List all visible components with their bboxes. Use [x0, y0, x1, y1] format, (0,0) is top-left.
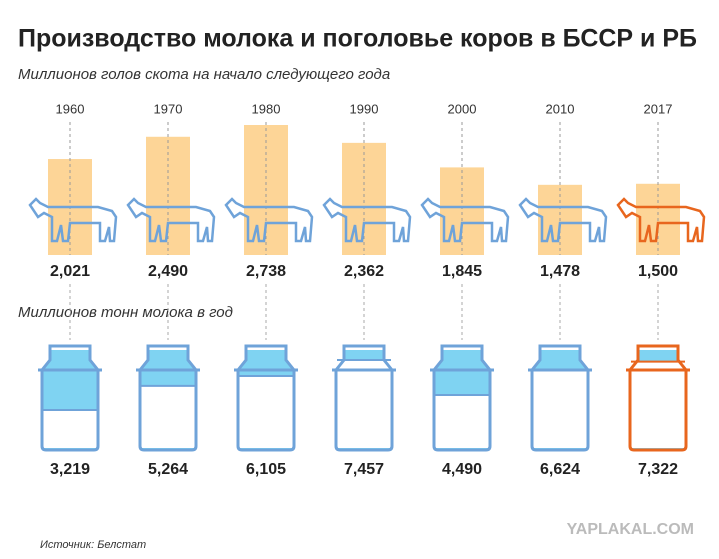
milk-level — [239, 375, 293, 448]
value-label: 2,738 — [246, 263, 286, 280]
cow-icon — [616, 197, 706, 243]
value-label: 1,500 — [638, 263, 678, 280]
cow-icon — [420, 197, 510, 243]
cow-icon — [322, 197, 412, 243]
milk-level — [43, 410, 97, 448]
year-label: 2017 — [644, 101, 673, 116]
value-label: 2,362 — [344, 263, 384, 280]
jar-outline — [432, 344, 492, 452]
source: Источник: Белстат — [40, 539, 146, 551]
value-label: 6,105 — [246, 461, 286, 478]
milk-level — [533, 369, 587, 448]
year-label: 1990 — [350, 101, 379, 116]
value-label: 6,624 — [540, 461, 580, 478]
jar-outline — [530, 344, 590, 452]
year-label: 2000 — [448, 101, 477, 116]
title: Производство молока и поголовье коров в … — [18, 25, 697, 53]
value-label: 1,478 — [540, 263, 580, 280]
cow-icon — [518, 197, 608, 243]
milk-level — [337, 360, 391, 448]
value-label: 2,021 — [50, 263, 90, 280]
year-label: 1960 — [56, 101, 85, 116]
milk-level — [631, 361, 685, 448]
jar-outline — [236, 344, 296, 452]
year-label: 1970 — [154, 101, 183, 116]
year-label: 2010 — [546, 101, 575, 116]
value-label: 4,490 — [442, 461, 482, 478]
cow-icon — [224, 197, 314, 243]
year-label: 1980 — [252, 101, 281, 116]
value-label: 2,490 — [148, 263, 188, 280]
value-label: 7,322 — [638, 461, 678, 478]
jar-outline — [138, 344, 198, 452]
milk-level — [435, 395, 489, 448]
watermark: YAPLAKAL.COM — [567, 521, 694, 538]
subtitle: Миллионов голов скота на начало следующе… — [18, 66, 390, 83]
value-label: 3,219 — [50, 461, 90, 478]
value-label: 5,264 — [148, 461, 188, 478]
jar-outline — [334, 344, 394, 452]
value-label: 7,457 — [344, 461, 384, 478]
value-label: 1,845 — [442, 263, 482, 280]
milk-level — [141, 385, 195, 448]
jar-outline — [40, 344, 100, 452]
cow-icon — [126, 197, 216, 243]
subtitle: Миллионов тонн молока в год — [18, 304, 233, 321]
cow-icon — [28, 197, 118, 243]
jar-outline — [628, 344, 688, 452]
